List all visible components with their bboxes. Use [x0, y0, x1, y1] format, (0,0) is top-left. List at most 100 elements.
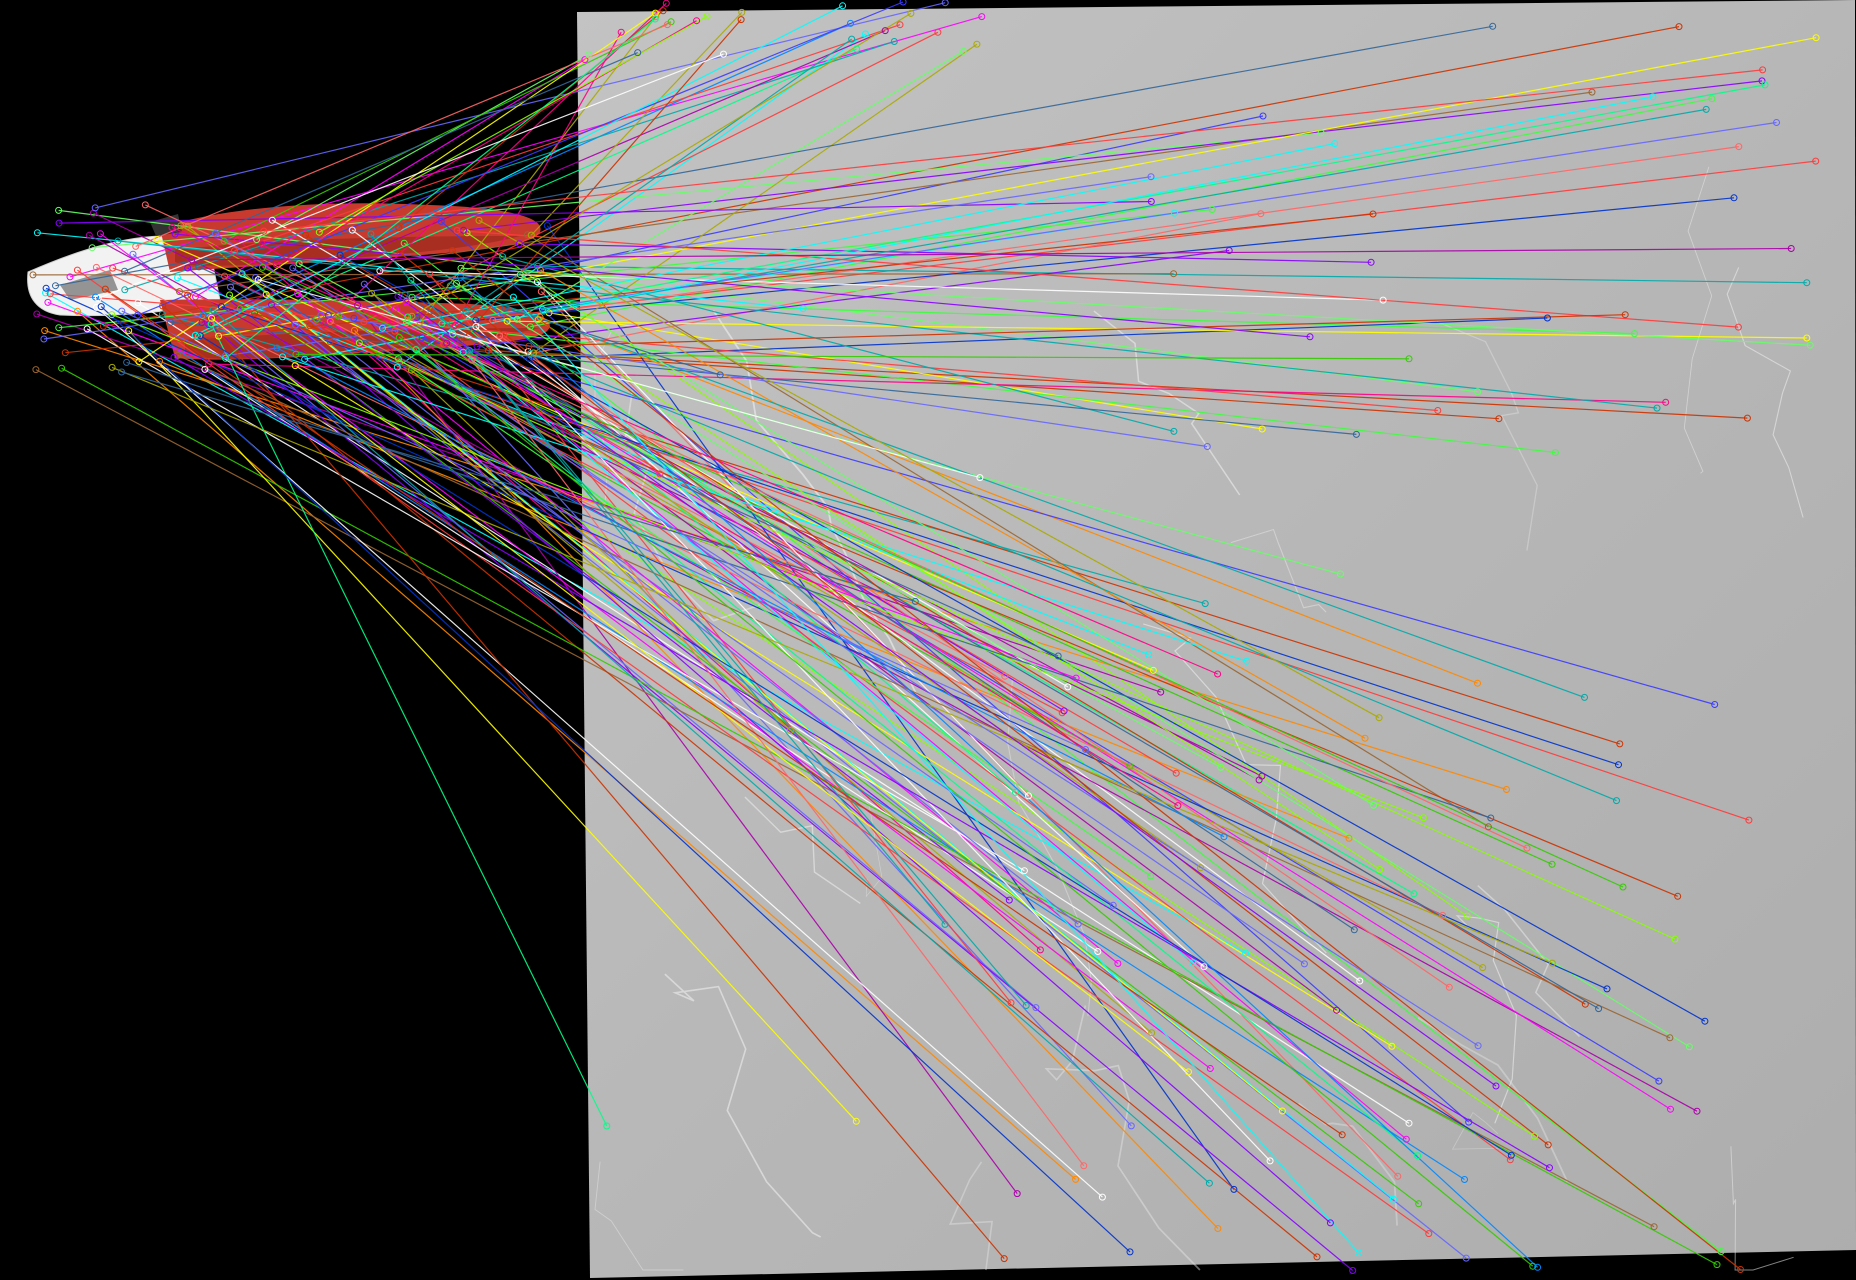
- keypoint-marker: [1546, 1164, 1553, 1172]
- keypoint-marker: [1230, 1185, 1238, 1193]
- keypoint-marker: [1036, 946, 1044, 954]
- keypoint-marker: [1352, 430, 1360, 438]
- keypoint-marker: [94, 294, 102, 302]
- keypoint-marker: [171, 230, 179, 238]
- match-line: [95, 2, 946, 209]
- match-line: [255, 277, 1079, 925]
- keypoint-marker: [1225, 247, 1233, 254]
- keypoint-marker: [83, 325, 91, 333]
- match-line: [95, 296, 1465, 1181]
- keypoint-marker: [1685, 1043, 1693, 1051]
- keypoint-marker: [184, 264, 192, 272]
- match-line: [282, 356, 1247, 662]
- match-line: [295, 353, 1410, 360]
- keypoint-marker: [500, 331, 508, 339]
- keypoint-marker: [786, 727, 794, 734]
- keypoint-marker: [351, 326, 358, 334]
- match-line: [539, 316, 1478, 684]
- keypoint-marker: [391, 327, 399, 335]
- keypoint-marker: [1730, 194, 1738, 202]
- keypoint-marker: [1258, 425, 1266, 433]
- keypoint-marker: [236, 305, 244, 313]
- keypoint-marker: [174, 274, 181, 282]
- keypoint-marker: [1080, 1162, 1088, 1170]
- match-line: [55, 25, 1493, 287]
- keypoint-marker: [1012, 788, 1019, 796]
- keypoint-marker: [1405, 1119, 1413, 1127]
- keypoint-marker: [1126, 1248, 1134, 1256]
- match-line: [452, 160, 1816, 324]
- keypoint-marker: [1548, 860, 1556, 868]
- match-line: [456, 282, 1690, 1048]
- keypoint-marker: [92, 263, 100, 271]
- match-line: [548, 312, 1263, 430]
- match-line: [117, 240, 1658, 409]
- keypoint-marker: [738, 8, 746, 16]
- keypoint-marker: [354, 301, 362, 309]
- marble-surface-image: [577, 0, 1856, 1278]
- keypoint-marker: [1306, 333, 1314, 341]
- match-line: [319, 15, 708, 233]
- match-line: [397, 296, 1497, 1087]
- keypoint-marker: [1345, 834, 1353, 842]
- keypoint-marker: [58, 364, 66, 372]
- marble-vein: [1477, 885, 1581, 1038]
- keypoint-marker: [1255, 776, 1263, 784]
- keypoint-marker: [1619, 883, 1627, 891]
- match-line: [330, 341, 1748, 419]
- keypoint-marker: [1094, 948, 1102, 955]
- marble-vein: [1451, 1112, 1499, 1150]
- keypoint-marker: [1662, 398, 1670, 406]
- keypoint-marker: [395, 224, 403, 232]
- match-line: [359, 342, 1676, 940]
- keypoint-marker: [196, 332, 204, 340]
- keypoint-marker: [1170, 270, 1178, 278]
- keypoint-marker: [279, 353, 286, 361]
- keypoint-marker: [659, 7, 667, 15]
- keypoint-marker: [1278, 1107, 1286, 1115]
- match-line: [398, 336, 1534, 1267]
- keypoint-marker: [1243, 657, 1251, 665]
- match-line: [405, 301, 1407, 1140]
- keypoint-marker: [215, 332, 223, 340]
- keypoint-marker: [1713, 1261, 1721, 1269]
- keypoint-marker: [123, 358, 131, 366]
- match-line: [533, 213, 1261, 354]
- keypoint-marker: [527, 231, 535, 239]
- keypoint-marker: [348, 226, 356, 234]
- match-line: [478, 219, 1380, 719]
- keypoint-marker: [848, 35, 856, 43]
- keypoint-markers: [29, 0, 1820, 1274]
- keypoint-marker: [523, 231, 531, 239]
- keypoint-marker: [462, 307, 470, 315]
- keypoint-marker: [412, 312, 420, 320]
- keypoint-marker: [839, 2, 847, 10]
- match-line: [59, 200, 1152, 224]
- marble-vein: [1730, 1146, 1794, 1271]
- keypoint-marker: [1489, 22, 1497, 30]
- match-line: [223, 21, 672, 242]
- keypoint-marker: [222, 352, 230, 360]
- keypoint-marker: [395, 333, 403, 341]
- keypoint-marker: [403, 319, 411, 326]
- keypoint-marker: [121, 286, 129, 294]
- match-line: [540, 269, 1366, 739]
- keypoint-marker: [1745, 816, 1753, 824]
- match-line: [187, 294, 1005, 1259]
- keypoint-marker: [651, 15, 659, 23]
- keypoint-marker: [350, 314, 358, 322]
- keypoint-marker: [1367, 258, 1375, 266]
- keypoint-marker: [1025, 792, 1032, 800]
- keypoint-marker: [515, 240, 523, 248]
- match-line: [124, 52, 638, 272]
- keypoint-marker: [418, 334, 426, 342]
- match-line: [462, 351, 1194, 964]
- keypoint-marker: [1388, 1042, 1396, 1050]
- keypoint-marker: [1147, 198, 1155, 205]
- keypoint-marker: [396, 249, 404, 257]
- keypoint-marker: [33, 229, 41, 237]
- keypoint-marker: [1058, 709, 1066, 717]
- keypoint-marker: [1217, 763, 1225, 771]
- keypoint-marker: [1109, 901, 1117, 909]
- keypoint-marker: [258, 240, 266, 248]
